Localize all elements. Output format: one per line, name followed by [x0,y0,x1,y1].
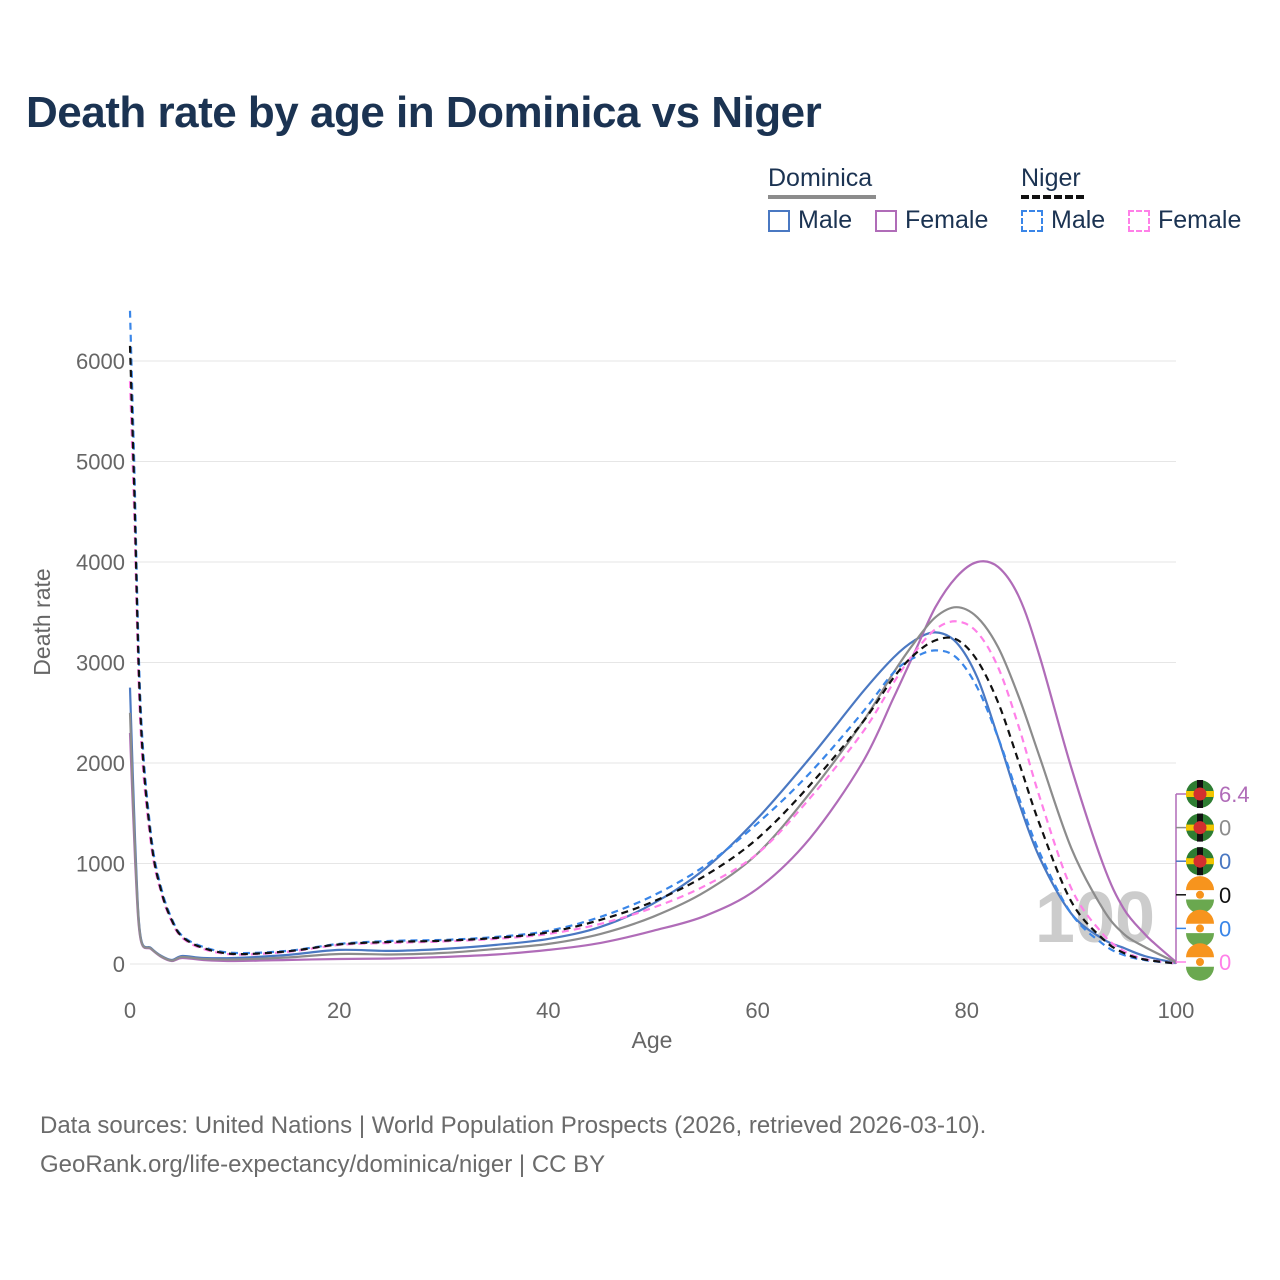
y-tick-label: 3000 [76,651,125,676]
end-label-dominica: 0 [1176,813,1231,842]
x-tick-label: 100 [1158,998,1195,1023]
end-label-dominica: 0 [1176,847,1231,876]
flag-disc [1193,854,1207,868]
flag-stripe [1186,966,1214,981]
x-axis-label: Age [632,1027,673,1053]
x-tick-label: 80 [955,998,979,1023]
series-line-niger-female[interactable] [128,381,1177,965]
x-tick-label: 0 [124,998,136,1023]
source-note: Data sources: United Nations | World Pop… [40,1106,986,1184]
flag-stripe [1186,899,1214,914]
flag-disc [1196,924,1204,933]
flag-disc [1193,821,1207,835]
end-label-value: 0 [1219,883,1231,908]
source-line-2[interactable]: GeoRank.org/life-expectancy/dominica/nig… [40,1151,606,1178]
watermark: 100 [1035,878,1155,958]
flag-stripe [1186,933,1214,948]
x-tick-labels: 0 20 40 60 80 100 [124,998,1194,1023]
source-line-1: Data sources: United Nations | World Pop… [40,1112,987,1139]
y-tick-label: 5000 [76,450,125,475]
end-label-value: 0 [1219,849,1231,874]
legend-item-niger-male[interactable]: Male [1021,206,1105,235]
end-labels: 6.4 0 0 0 0 0 [1175,780,1250,981]
flag-stripe [1186,909,1214,924]
legend-swatch [1128,209,1150,232]
legend-swatch [1021,209,1043,232]
series-line-niger-total[interactable] [128,345,1177,965]
legend-item-dominica-female[interactable]: Female [875,206,988,235]
chart-title: Death rate by age in Dominica vs Niger [26,88,822,137]
end-label-value: 0 [1219,916,1231,941]
flag-disc [1196,890,1204,899]
end-label-dominica: 6.4 [1176,780,1250,808]
legend-group-niger[interactable]: Niger [1021,164,1084,199]
x-tick-label: 40 [536,998,560,1023]
series-line-niger-male[interactable] [128,310,1177,965]
y-tick-label: 6000 [76,349,125,374]
flag-disc [1193,787,1207,801]
y-tick-label: 2000 [76,751,125,776]
end-label-niger: 0 [1176,943,1231,981]
x-tick-label: 20 [327,998,351,1023]
end-label-niger: 0 [1176,876,1231,914]
y-tick-label: 1000 [76,852,125,877]
legend-item-niger-female[interactable]: Female [1128,206,1241,235]
flag-disc [1196,958,1204,966]
x-tick-label: 60 [745,998,769,1023]
end-label-niger: 0 [1176,909,1231,948]
series-line-dominica-total[interactable] [128,606,1177,964]
end-label-value: 0 [1219,816,1231,841]
series-line-dominica-female[interactable] [128,560,1177,963]
flag-stripe [1186,876,1214,891]
legend-item-dominica-male[interactable]: Male [768,206,852,235]
y-tick-label: 0 [113,952,125,977]
legend-swatch [875,209,897,232]
legend-swatch [768,209,790,232]
end-label-value: 6.4 [1219,782,1250,807]
flag-stripe [1186,943,1214,958]
grid-lines [130,360,1176,965]
series-lines [128,310,1177,965]
y-tick-label: 4000 [76,550,125,575]
legend-group-line [1021,195,1084,199]
legend-group-line [768,195,876,199]
y-axis-label: Death rate [29,568,55,675]
y-tick-labels: 0 1000 2000 3000 4000 5000 6000 [76,349,125,977]
legend-group-dominica[interactable]: Dominica [768,164,876,199]
end-label-value: 0 [1219,950,1231,975]
